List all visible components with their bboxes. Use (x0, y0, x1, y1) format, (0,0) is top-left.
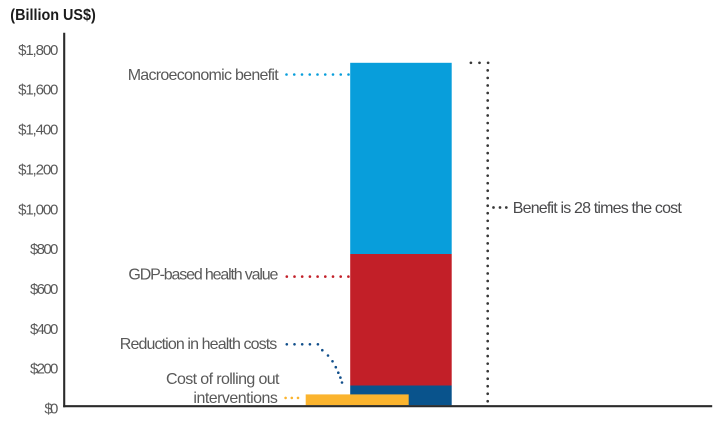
svg-text:Macroeconomic benefit: Macroeconomic benefit (128, 67, 280, 84)
svg-text:$0: $0 (44, 401, 58, 418)
svg-text:$400: $400 (30, 321, 58, 338)
svg-text:$1,400: $1,400 (18, 122, 58, 139)
svg-text:$1,800: $1,800 (18, 42, 58, 59)
svg-text:$1,000: $1,000 (18, 201, 58, 218)
svg-text:Reduction in health costs: Reduction in health costs (120, 336, 278, 353)
svg-text:interventions: interventions (193, 390, 278, 407)
svg-text:(Billion US$): (Billion US$) (10, 7, 96, 24)
svg-text:GDP-based health value: GDP-based health value (128, 267, 278, 284)
svg-text:$1,600: $1,600 (18, 82, 58, 99)
svg-text:$600: $600 (30, 281, 58, 298)
svg-text:$1,200: $1,200 (18, 161, 58, 178)
svg-text:Cost of rolling out: Cost of rolling out (166, 371, 280, 388)
svg-text:Benefit is 28 times the cost: Benefit is 28 times the cost (513, 200, 683, 217)
svg-text:$800: $800 (30, 241, 58, 258)
svg-text:$200: $200 (30, 361, 58, 378)
